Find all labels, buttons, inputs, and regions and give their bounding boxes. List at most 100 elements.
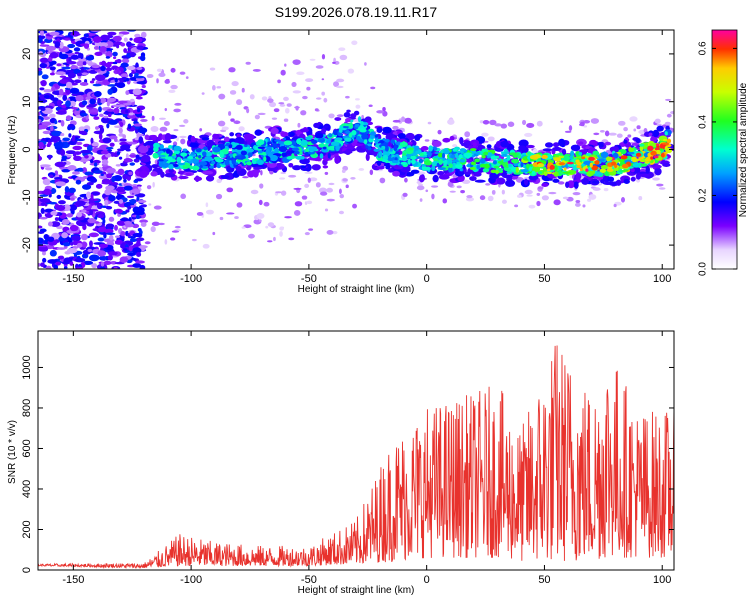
heatmap-cell — [280, 171, 287, 175]
heatmap-cell — [151, 164, 159, 169]
heatmap-cell — [83, 43, 90, 49]
heatmap-cell — [415, 150, 419, 154]
heatmap-cell — [632, 162, 641, 168]
heatmap-cell — [311, 164, 321, 171]
heatmap-cell — [270, 127, 279, 135]
heatmap-cell — [97, 237, 105, 242]
heatmap-cell — [38, 119, 42, 123]
heatmap-cell — [43, 188, 52, 196]
heatmap-cell — [498, 168, 502, 172]
heatmap-cell — [562, 171, 571, 174]
heatmap-cell — [283, 135, 291, 142]
heatmap-cell — [322, 125, 329, 129]
heatmap-cell — [99, 266, 105, 269]
heatmap-cell — [548, 191, 557, 195]
heatmap-cell — [546, 168, 551, 172]
heatmap-cell — [346, 109, 351, 113]
heatmap-cell — [123, 185, 133, 191]
heatmap-cell — [558, 162, 566, 166]
heatmap-cell — [381, 159, 388, 163]
heatmap-cell — [180, 138, 186, 145]
heatmap-cell — [118, 33, 124, 38]
heatmap-cell — [190, 151, 195, 155]
heatmap-cell — [490, 155, 498, 160]
heatmap-cell — [56, 194, 62, 199]
heatmap-cell — [243, 224, 252, 229]
heatmap-cell — [313, 122, 320, 128]
colorbar-label: Normalized spectral amplitude — [738, 82, 749, 217]
heatmap-cell — [557, 181, 565, 185]
heatmap-cell — [100, 65, 106, 72]
heatmap-x-tick-label: -50 — [301, 273, 317, 285]
heatmap-cell — [407, 141, 413, 145]
heatmap-cell — [639, 145, 644, 152]
heatmap-cell — [224, 159, 230, 166]
heatmap-cell — [193, 176, 203, 182]
heatmap-cell — [473, 171, 482, 177]
heatmap-cell — [308, 177, 318, 182]
heatmap-cell — [528, 204, 536, 209]
heatmap-cell — [66, 60, 77, 65]
heatmap-cell — [552, 178, 560, 183]
heatmap-cell — [144, 134, 150, 141]
heatmap-cell — [501, 199, 507, 204]
heatmap-cell — [613, 167, 619, 171]
heatmap-cell — [381, 145, 386, 149]
heatmap-cell — [502, 163, 508, 168]
heatmap-cell — [132, 183, 138, 187]
heatmap-cell — [658, 187, 666, 190]
heatmap-cell — [113, 266, 118, 269]
heatmap-cell — [450, 154, 456, 159]
heatmap-cell — [132, 233, 143, 238]
heatmap-cell — [269, 154, 278, 162]
heatmap-cell — [174, 102, 182, 106]
heatmap-cell — [449, 135, 455, 141]
heatmap-cell — [456, 150, 461, 154]
heatmap-cell — [93, 162, 98, 167]
heatmap-cell — [65, 115, 72, 121]
heatmap-cell — [49, 249, 57, 257]
heatmap-cell — [55, 71, 66, 76]
heatmap-cell — [348, 132, 353, 138]
heatmap-cell — [73, 79, 82, 84]
heatmap-cell — [358, 168, 365, 171]
heatmap-cell — [525, 163, 530, 169]
heatmap-cell — [330, 141, 340, 147]
heatmap-cell — [170, 237, 176, 241]
heatmap-cell — [135, 260, 145, 264]
heatmap-cell — [323, 97, 328, 103]
heatmap-cell — [195, 148, 202, 153]
heatmap-cell — [332, 230, 338, 235]
heatmap-cell — [466, 194, 473, 199]
heatmap-cell — [306, 86, 311, 91]
heatmap-cell — [215, 193, 223, 200]
heatmap-cell — [69, 89, 79, 93]
heatmap-cell — [132, 88, 142, 96]
heatmap-cell — [65, 69, 75, 73]
heatmap-cell — [272, 143, 278, 148]
heatmap-cell — [115, 164, 121, 167]
heatmap-cell — [221, 126, 229, 131]
heatmap-cell — [563, 167, 567, 171]
heatmap-cell — [69, 38, 75, 42]
heatmap-cell — [73, 155, 82, 161]
heatmap-cell — [536, 200, 541, 207]
heatmap-cell — [99, 97, 107, 104]
heatmap-cell — [343, 112, 351, 118]
heatmap-cell — [189, 165, 193, 170]
heatmap-cell — [358, 138, 365, 143]
heatmap-cell — [279, 226, 284, 231]
heatmap-x-axis-label: Height of straight line (km) — [298, 284, 415, 295]
heatmap-cell — [419, 152, 424, 157]
heatmap-cell — [558, 155, 565, 159]
heatmap-cell — [101, 181, 112, 185]
heatmap-cell — [123, 220, 132, 225]
heatmap-cell — [660, 152, 665, 158]
heatmap-cell — [535, 166, 541, 172]
heatmap-cell — [460, 142, 468, 147]
heatmap-cell — [198, 161, 208, 166]
heatmap-cell — [618, 120, 626, 126]
heatmap-cell — [299, 158, 310, 165]
heatmap-cell — [448, 163, 453, 169]
